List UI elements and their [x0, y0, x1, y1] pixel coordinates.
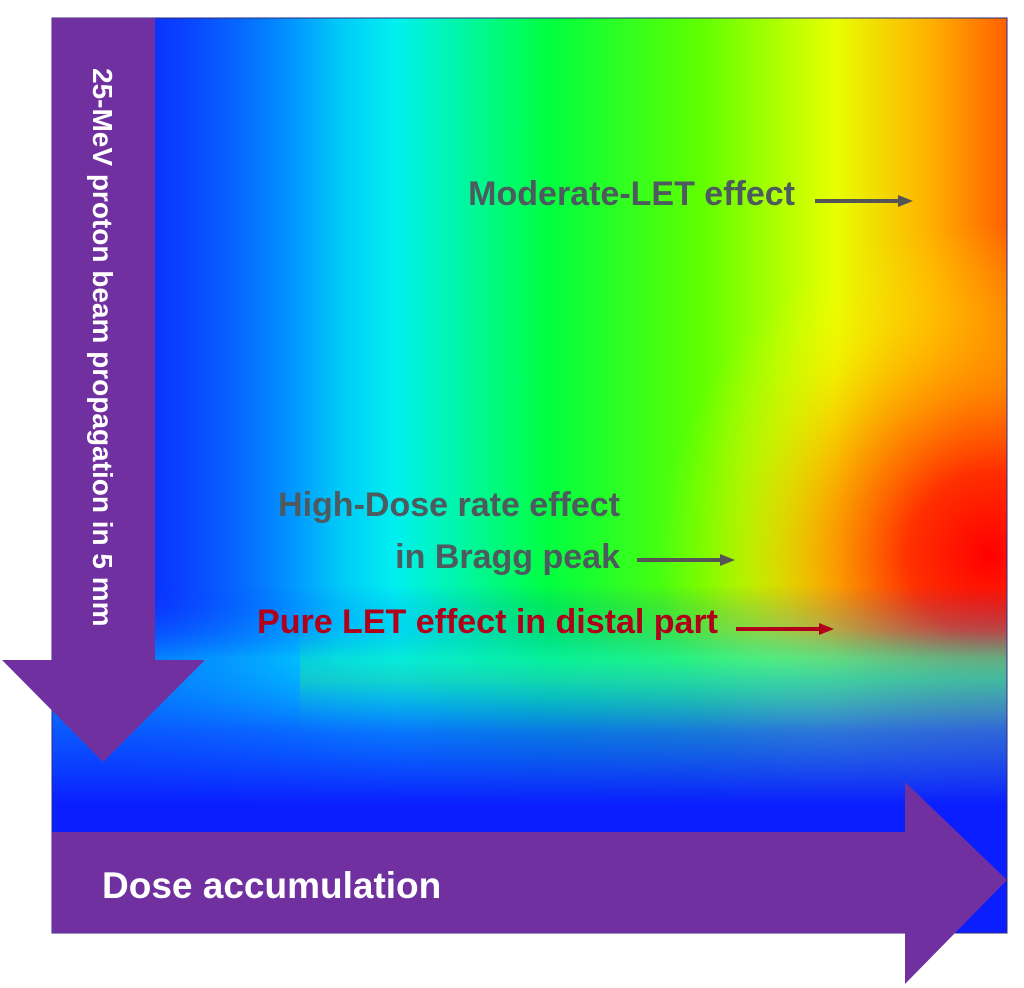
high-dose-rate-annotation-line2: in Bragg peak [395, 538, 620, 576]
dose-accumulation-label: Dose accumulation [102, 865, 441, 906]
moderate-let-pointer-arrow [815, 195, 913, 207]
beam-propagation-arrow [2, 18, 205, 762]
beam-propagation-label: 25-MeV proton beam propagation in 5 mm [87, 68, 118, 627]
pure-let-annotation: Pure LET effect in distal part [257, 603, 718, 641]
moderate-let-annotation: Moderate-LET effect [468, 175, 795, 213]
dose-accumulation-arrow [52, 782, 1007, 984]
high-dose-rate-pointer-arrow [637, 554, 735, 566]
pure-let-pointer-arrow [736, 623, 834, 635]
heat-map-distal-falloff [52, 18, 1007, 933]
high-dose-rate-annotation-line1: High-Dose rate effect [278, 486, 620, 524]
heat-map [52, 18, 1007, 933]
